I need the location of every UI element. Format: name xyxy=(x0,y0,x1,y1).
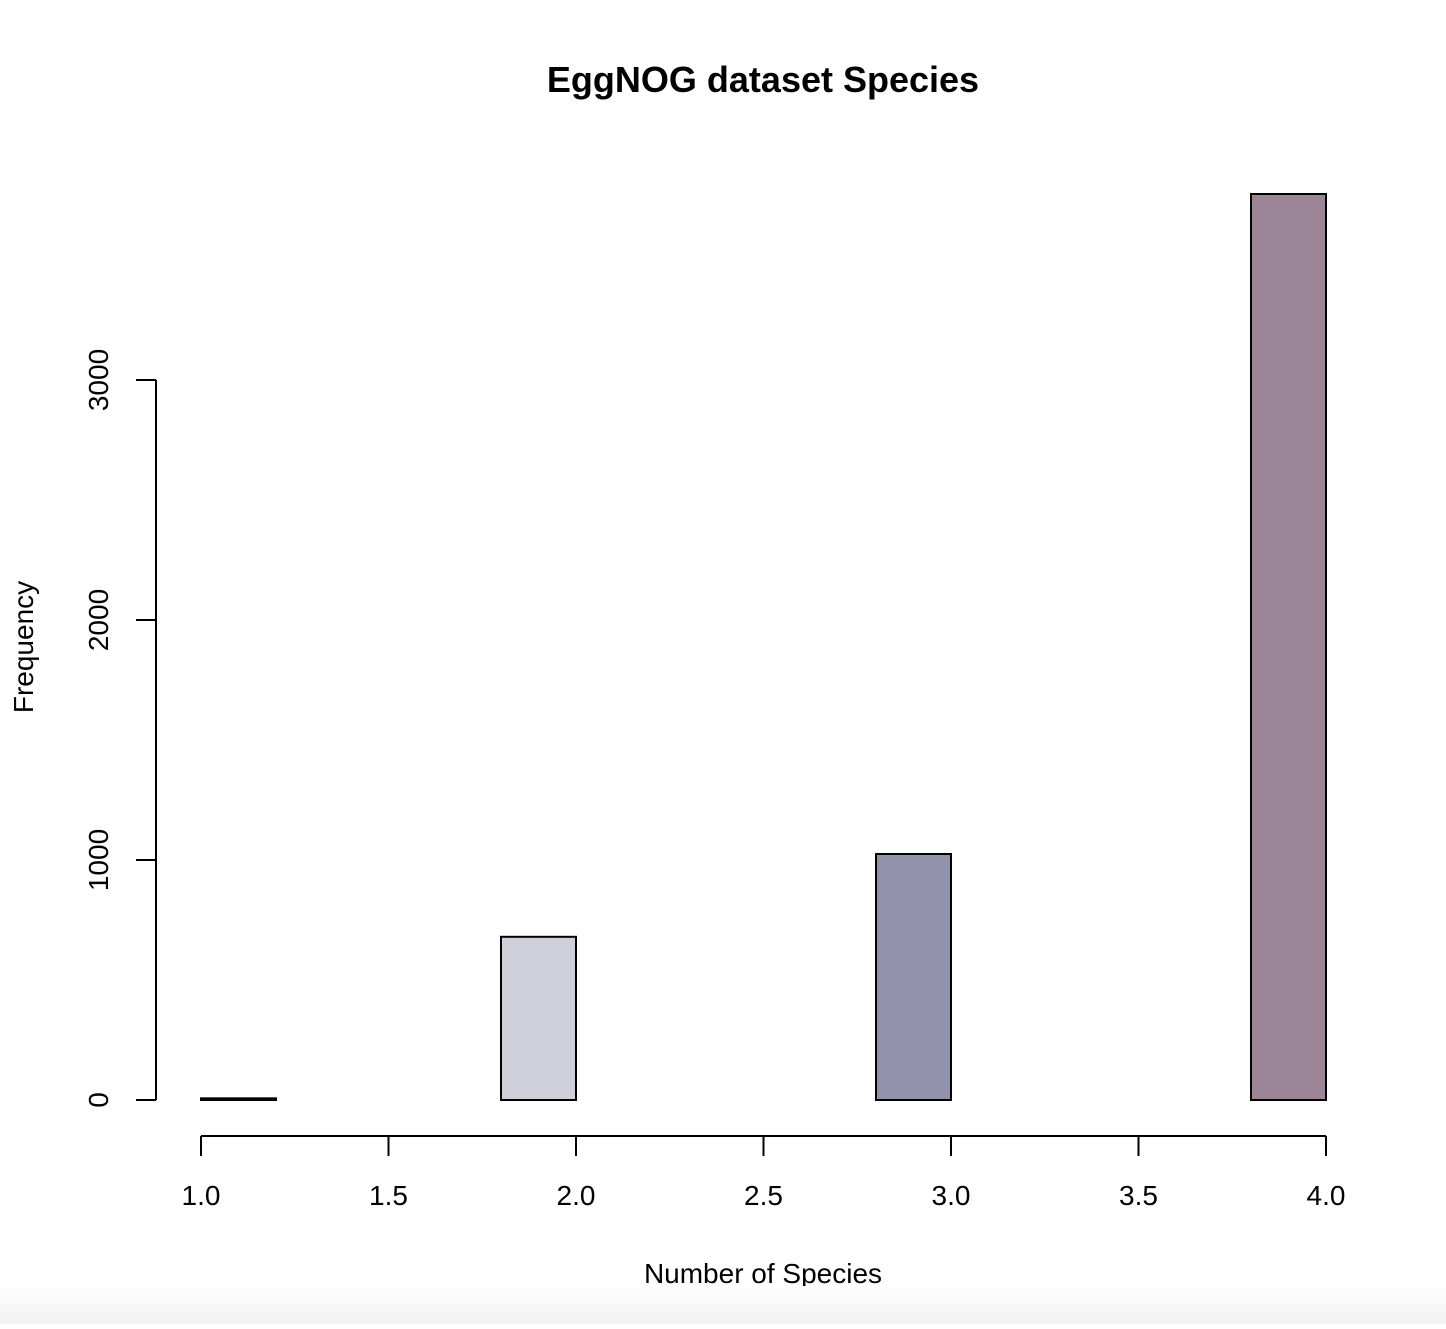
bottom-shadow xyxy=(0,1286,1446,1324)
x-tick-label: 3.0 xyxy=(932,1180,971,1211)
y-axis-label: Frequency xyxy=(8,581,39,713)
x-tick-label: 4.0 xyxy=(1307,1180,1346,1211)
x-tick-label: 1.5 xyxy=(369,1180,408,1211)
x-tick-label: 2.5 xyxy=(744,1180,783,1211)
chart-title: EggNOG dataset Species xyxy=(547,59,979,100)
x-axis-label: Number of Species xyxy=(644,1258,882,1289)
y-tick-label: 2000 xyxy=(83,589,114,651)
x-tick-label: 1.0 xyxy=(182,1180,221,1211)
histogram-bar xyxy=(500,935,577,1101)
y-tick-label: 3000 xyxy=(83,349,114,411)
histogram-bar xyxy=(1250,193,1327,1101)
histogram-bar xyxy=(200,1097,277,1101)
x-tick-label: 2.0 xyxy=(557,1180,596,1211)
y-tick-label: 1000 xyxy=(83,829,114,891)
x-tick-label: 3.5 xyxy=(1119,1180,1158,1211)
y-tick-label: 0 xyxy=(83,1092,114,1108)
histogram-bar xyxy=(875,853,952,1101)
bars-group xyxy=(200,193,1327,1101)
y-axis: 0 1000 2000 3000 xyxy=(83,349,157,1108)
x-axis: 1.0 1.5 2.0 2.5 3.0 3.5 4.0 xyxy=(182,1135,1346,1211)
